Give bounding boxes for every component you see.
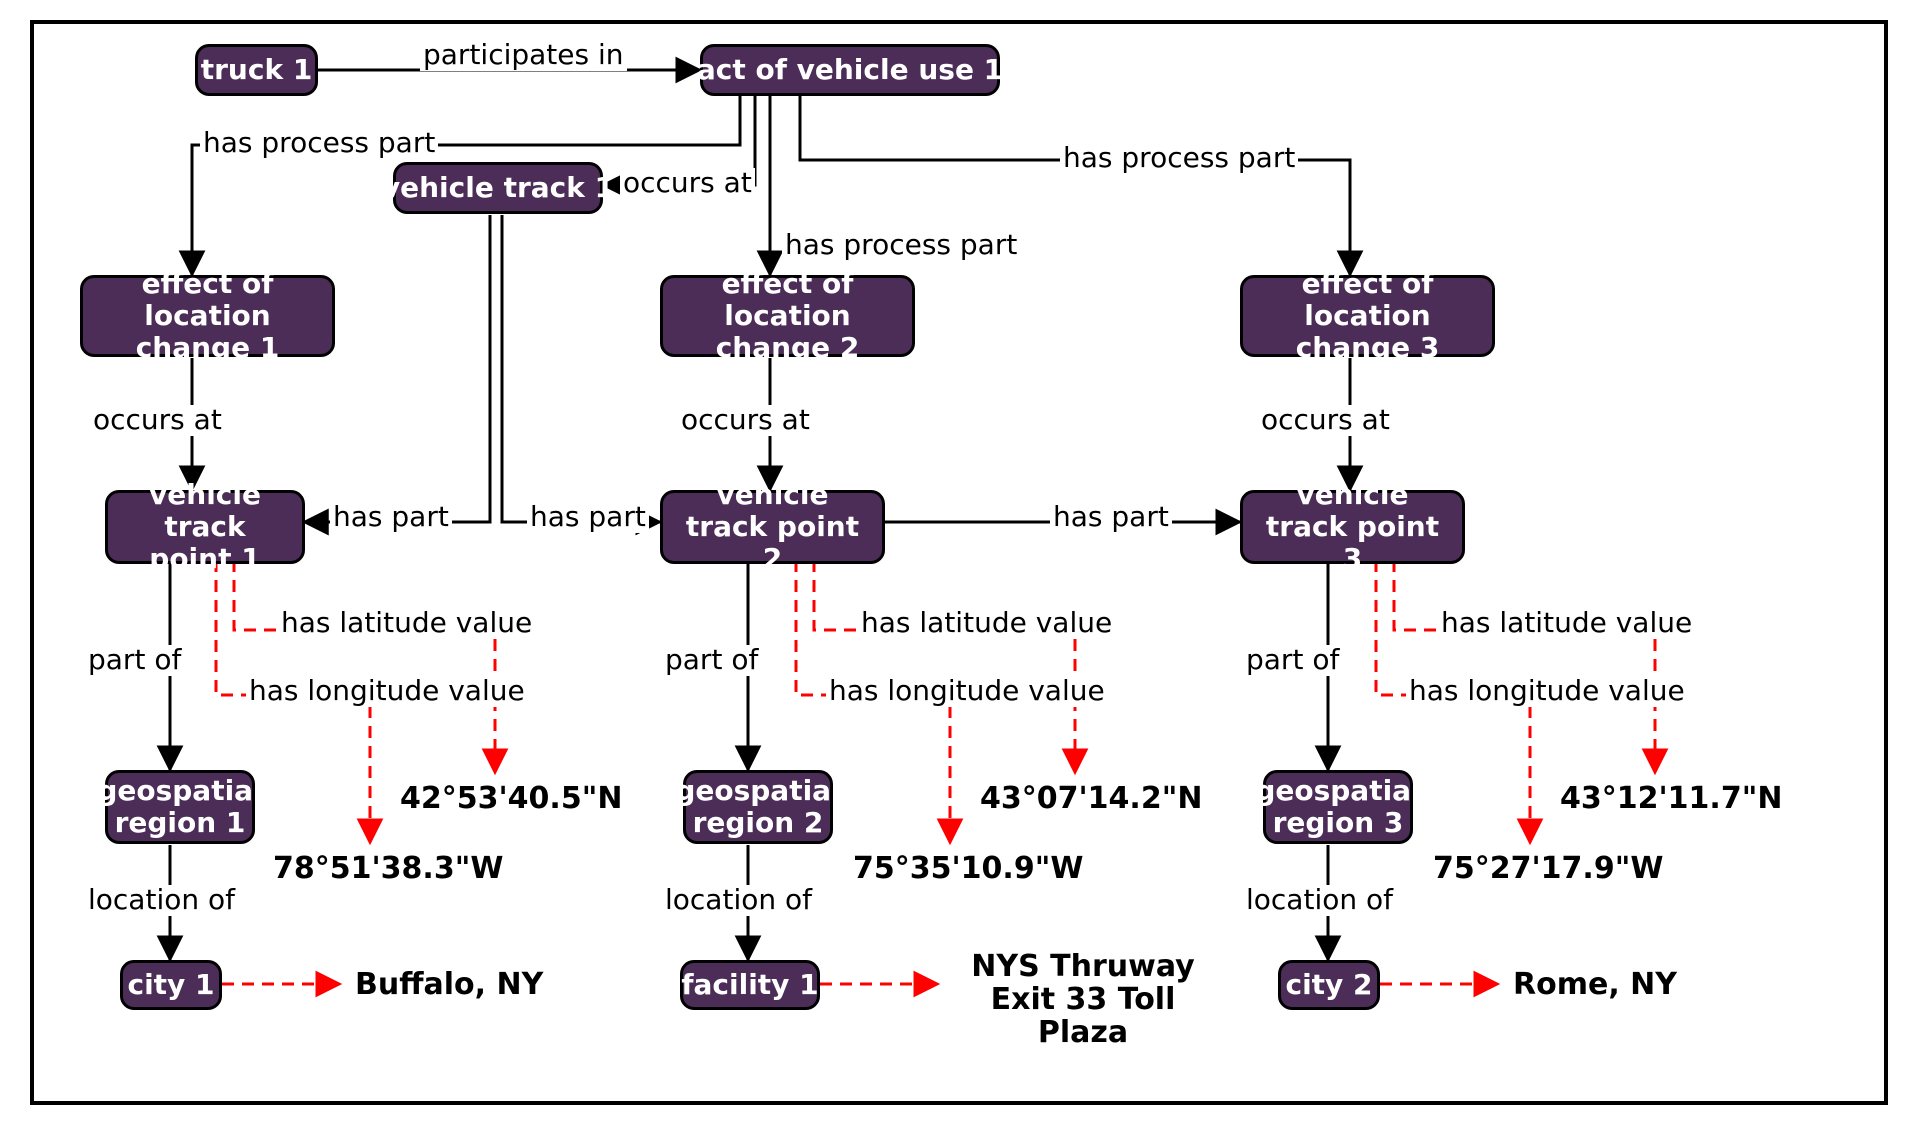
label-occurs-at-0: occurs at	[620, 168, 755, 199]
label-has-process-part-1: has process part	[200, 128, 438, 159]
label-has-part-2: has part	[527, 502, 649, 533]
label-has-part-3: has part	[1050, 502, 1172, 533]
node-facility1: facility 1	[680, 960, 820, 1010]
label-location-of-3: location of	[1243, 885, 1396, 916]
label-part-of-1: part of	[85, 645, 184, 676]
label-has-lat-3: has latitude value	[1438, 608, 1695, 639]
label-part-of-2: part of	[662, 645, 761, 676]
value-lat1: 42°53'40.5"N	[400, 782, 622, 815]
node-truck1: truck 1	[195, 44, 318, 96]
value-lon2: 75°35'10.9"W	[853, 852, 1083, 885]
label-has-lon-1: has longitude value	[246, 676, 528, 707]
label-location-of-2: location of	[662, 885, 815, 916]
label-occurs-at-3: occurs at	[1258, 405, 1393, 436]
node-geo1: geospatial region 1	[105, 770, 255, 844]
value-facility1-name: NYS Thruway Exit 33 Toll Plaza	[953, 950, 1213, 1049]
label-occurs-at-1: occurs at	[90, 405, 225, 436]
node-geo3: geospatial region 3	[1263, 770, 1413, 844]
node-vtrack1: vehicle track 1	[393, 162, 603, 214]
node-geo2: geospatial region 2	[683, 770, 833, 844]
node-effect1: effect of location change 1	[80, 275, 335, 357]
value-lon3: 75°27'17.9"W	[1433, 852, 1663, 885]
label-has-part-1: has part	[330, 502, 452, 533]
value-lat2: 43°07'14.2"N	[980, 782, 1202, 815]
label-location-of-1: location of	[85, 885, 238, 916]
label-has-process-part-2: has process part	[782, 230, 1020, 261]
node-act1: act of vehicle use 1	[700, 44, 1000, 96]
node-effect3: effect of location change 3	[1240, 275, 1495, 357]
diagram-frame: truck 1 act of vehicle use 1 vehicle tra…	[0, 0, 1918, 1128]
value-lon1: 78°51'38.3"W	[273, 852, 503, 885]
label-has-lon-3: has longitude value	[1406, 676, 1688, 707]
label-has-process-part-3: has process part	[1060, 143, 1298, 174]
value-city2-name: Rome, NY	[1513, 968, 1677, 1001]
node-vtp2: vehicle track point 2	[660, 490, 885, 564]
label-has-lat-1: has latitude value	[278, 608, 535, 639]
outer-border	[30, 20, 1888, 1105]
value-city1-name: Buffalo, NY	[355, 968, 543, 1001]
node-city2: city 2	[1278, 960, 1380, 1010]
node-vtp3: vehicle track point 3	[1240, 490, 1465, 564]
node-effect2: effect of location change 2	[660, 275, 915, 357]
label-has-lat-2: has latitude value	[858, 608, 1115, 639]
node-city1: city 1	[120, 960, 222, 1010]
node-vtp1: vehicle track point 1	[105, 490, 305, 564]
label-participates-in: participates in	[420, 40, 627, 71]
label-part-of-3: part of	[1243, 645, 1342, 676]
label-occurs-at-2: occurs at	[678, 405, 813, 436]
value-lat3: 43°12'11.7"N	[1560, 782, 1782, 815]
label-has-lon-2: has longitude value	[826, 676, 1108, 707]
